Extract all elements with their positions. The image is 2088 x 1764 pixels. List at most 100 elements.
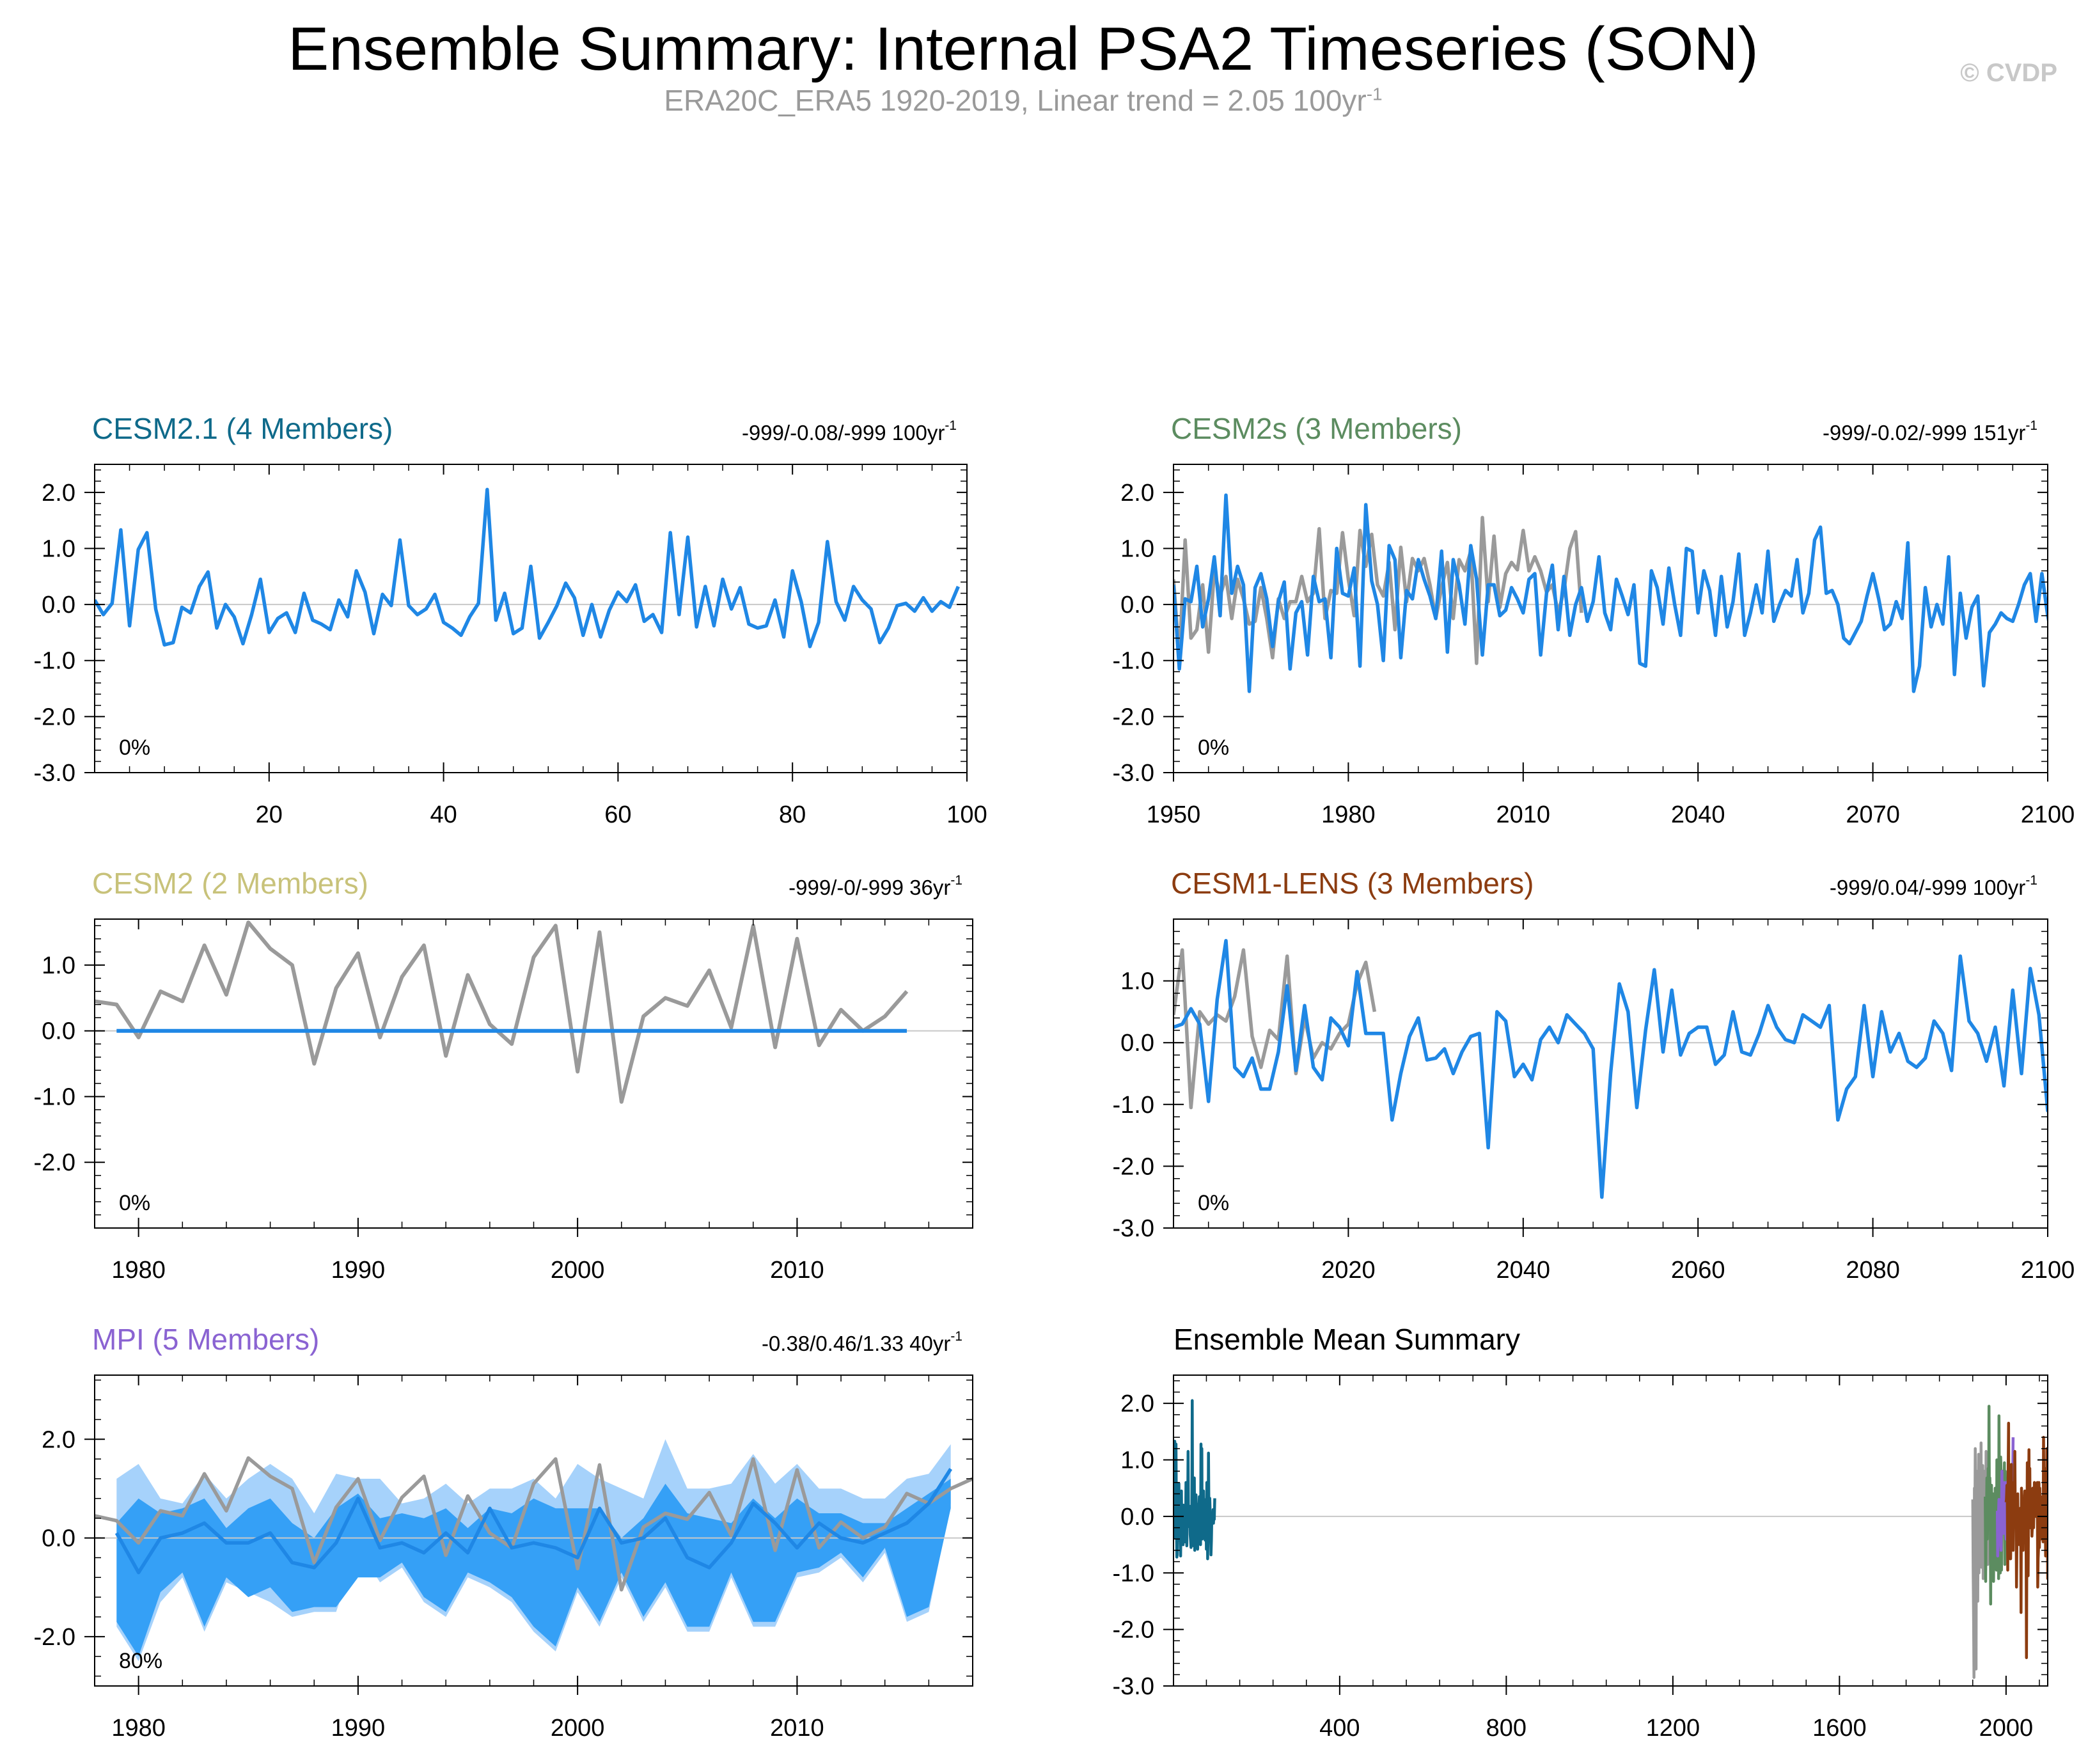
plot-area — [95, 920, 973, 1104]
panel-stats: -999/-0.08/-999 100yr-1 — [742, 418, 957, 445]
x-tick-label: 100 — [946, 801, 987, 828]
percent-label: 0% — [1198, 736, 1229, 760]
y-tick-label: -3.0 — [1113, 1673, 1154, 1700]
percent-label: 0% — [1198, 1191, 1229, 1215]
x-tick-label: 1200 — [1646, 1715, 1700, 1742]
y-tick-label: -2.0 — [1113, 1617, 1154, 1644]
panel-stats-superscript: -1 — [2025, 418, 2037, 433]
series-line — [114, 1468, 953, 1575]
panel-stats-value: -999/-0.08/-999 100yr — [742, 421, 945, 445]
y-tick-label: 0.0 — [42, 1525, 75, 1552]
y-tick-label: 1.0 — [1120, 535, 1154, 562]
percent-label: 80% — [119, 1649, 162, 1673]
figure-subtitle: ERA20C_ERA5 1920-2019, Linear trend = 2.… — [0, 83, 2046, 118]
y-tick-label: -3.0 — [1113, 760, 1154, 787]
plot-frame — [1173, 918, 2048, 1229]
x-tick-label: 2010 — [770, 1257, 824, 1284]
y-tick-label: -3.0 — [34, 760, 75, 787]
series-line — [95, 920, 909, 1104]
x-tick-label: 2040 — [1496, 1257, 1551, 1284]
y-tick-label: -3.0 — [1113, 1215, 1154, 1242]
y-tick-label: 0.0 — [1120, 1030, 1154, 1057]
plot-frame — [1173, 1374, 2048, 1687]
panel-title: Ensemble Mean Summary — [1174, 1323, 1520, 1356]
x-tick-label: 2000 — [1979, 1715, 2034, 1742]
x-tick-label: 60 — [604, 801, 631, 828]
plot-area — [1174, 1399, 2048, 1679]
plot-area — [1174, 493, 2048, 693]
y-tick-label: -1.0 — [1113, 648, 1154, 675]
series-line — [95, 487, 960, 649]
panel-title: CESM1-LENS (3 Members) — [1171, 867, 1534, 900]
plot-area — [95, 1439, 973, 1662]
series-line — [1174, 948, 1377, 1110]
plot-frame — [94, 464, 968, 773]
x-tick-label: 400 — [1319, 1715, 1360, 1742]
y-tick-label: 0.0 — [42, 592, 75, 618]
x-tick-label: 1980 — [111, 1257, 166, 1284]
x-tick-label: 2080 — [1846, 1257, 1900, 1284]
y-tick-label: 1.0 — [1120, 968, 1154, 995]
panel-stats-superscript: -1 — [945, 418, 957, 433]
panel-stats: -0.38/0.46/1.33 40yr-1 — [762, 1329, 962, 1355]
y-tick-label: -2.0 — [34, 1624, 75, 1651]
series-line — [1174, 1399, 1216, 1561]
panel-title: CESM2.1 (4 Members) — [92, 412, 393, 445]
chart-panel-1: -3.0 -2.0 -1.0 0.0 1.0 2.0 20 40 60 80 100 CESM2.1 … — [34, 412, 987, 828]
y-tick-label: -1.0 — [34, 1083, 75, 1110]
x-tick-label: 1980 — [1321, 801, 1376, 828]
y-tick-label: 1.0 — [42, 535, 75, 562]
x-tick-label: 2000 — [551, 1715, 605, 1742]
subtitle-superscript: -1 — [1366, 84, 1383, 104]
panel-stats-value: -999/-0/-999 36yr — [789, 876, 950, 899]
y-tick-label: -2.0 — [34, 1149, 75, 1176]
plot-area — [1174, 939, 2048, 1199]
chart-panel-6: -3.0 -2.0 -1.0 0.0 1.0 2.0 400 800 1200 1600 2000 E… — [1113, 1323, 2048, 1742]
y-tick-label: 2.0 — [1120, 1390, 1154, 1417]
x-tick-label: 2100 — [2021, 1257, 2075, 1284]
figure-title: Ensemble Summary: Internal PSA2 Timeseri… — [288, 15, 1759, 83]
x-tick-label: 2010 — [770, 1715, 824, 1742]
x-tick-label: 800 — [1486, 1715, 1527, 1742]
x-tick-label: 1990 — [331, 1257, 386, 1284]
x-tick-label: 2040 — [1671, 801, 1725, 828]
x-tick-label: 2010 — [1496, 801, 1551, 828]
percent-label: 0% — [119, 1191, 150, 1215]
chart-panel-4: -3.0 -2.0 -1.0 0.0 1.0 2020 2040 2060 2080 2100 CE… — [1113, 867, 2075, 1284]
series-line — [1174, 939, 2048, 1199]
x-tick-label: 1990 — [331, 1715, 386, 1742]
series-line — [1174, 516, 1583, 665]
series-line — [1174, 493, 2048, 693]
percent-label: 0% — [119, 736, 150, 760]
x-tick-label: 2060 — [1671, 1257, 1725, 1284]
panel-stats-superscript: -1 — [950, 873, 962, 888]
x-tick-label: 2020 — [1321, 1257, 1376, 1284]
panel-title: CESM2s (3 Members) — [1171, 412, 1462, 445]
chart-panel-3: -2.0 -1.0 0.0 1.0 1980 1990 2000 2010 CESM2 (2 M… — [34, 867, 973, 1284]
panel-stats: -999/-0.02/-999 151yr-1 — [1823, 418, 2037, 445]
series-line — [2004, 1421, 2048, 1660]
chart-panel-5: -2.0 0.0 2.0 1980 1990 2000 2010 MPI (5 Members… — [34, 1323, 973, 1742]
plot-frame — [94, 918, 973, 1229]
y-tick-label: -2.0 — [1113, 1153, 1154, 1180]
panel-stats: -999/-0/-999 36yr-1 — [789, 873, 962, 899]
y-tick-label: 0.0 — [42, 1018, 75, 1045]
plot-area — [95, 487, 967, 649]
x-tick-label: 20 — [256, 801, 283, 828]
chart-panel-2: -3.0 -2.0 -1.0 0.0 1.0 2.0 1950 1980 2010 2040 207… — [1113, 412, 2075, 828]
panel-stats-value: -999/0.04/-999 100yr — [1830, 876, 2025, 899]
x-tick-label: 1950 — [1147, 801, 1201, 828]
y-tick-label: -2.0 — [1113, 704, 1154, 730]
panel-stats-value: -999/-0.02/-999 151yr — [1823, 421, 2025, 445]
x-tick-label: 2000 — [551, 1257, 605, 1284]
plot-frame — [1173, 464, 2048, 773]
cvdp-watermark: © CVDP — [1960, 59, 2057, 87]
y-tick-label: 2.0 — [42, 1426, 75, 1453]
y-tick-label: 1.0 — [42, 952, 75, 979]
subtitle-text: ERA20C_ERA5 1920-2019, Linear trend = 2.… — [664, 84, 1367, 117]
x-tick-label: 2100 — [2021, 801, 2075, 828]
panel-title: CESM2 (2 Members) — [92, 867, 368, 900]
x-tick-label: 1980 — [111, 1715, 166, 1742]
y-tick-label: -1.0 — [1113, 1560, 1154, 1587]
